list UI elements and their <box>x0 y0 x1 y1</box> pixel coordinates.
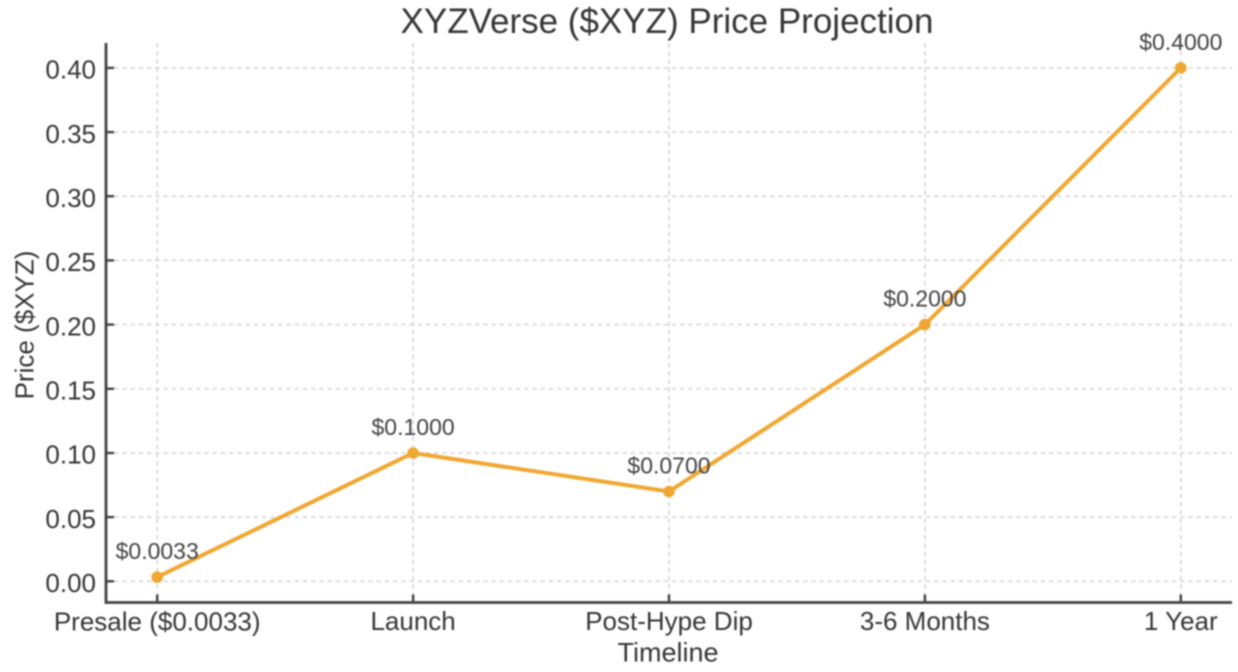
svg-text:0.20: 0.20 <box>45 311 96 341</box>
svg-text:$0.4000: $0.4000 <box>1139 29 1222 55</box>
svg-text:Launch: Launch <box>370 606 455 636</box>
svg-text:$0.1000: $0.1000 <box>372 414 455 440</box>
svg-text:1 Year: 1 Year <box>1144 606 1218 636</box>
svg-text:Price ($XYZ): Price ($XYZ) <box>10 251 40 400</box>
svg-text:0.40: 0.40 <box>45 55 96 85</box>
svg-text:Timeline: Timeline <box>617 638 718 668</box>
svg-text:0.05: 0.05 <box>45 504 96 534</box>
svg-text:0.25: 0.25 <box>45 247 96 277</box>
svg-text:0.00: 0.00 <box>45 568 96 598</box>
svg-text:$0.0033: $0.0033 <box>116 538 199 564</box>
svg-text:$0.2000: $0.2000 <box>883 286 966 312</box>
svg-text:Post-Hype Dip: Post-Hype Dip <box>585 606 753 636</box>
svg-text:3-6 Months: 3-6 Months <box>860 606 990 636</box>
svg-text:Presale ($0.0033): Presale ($0.0033) <box>54 607 261 637</box>
svg-text:$0.0700: $0.0700 <box>627 453 710 479</box>
svg-text:0.30: 0.30 <box>45 183 96 213</box>
svg-text:0.10: 0.10 <box>45 440 96 470</box>
svg-text:0.35: 0.35 <box>45 119 96 149</box>
svg-text:0.15: 0.15 <box>45 376 96 406</box>
svg-text:XYZVerse ($XYZ) Price Projecti: XYZVerse ($XYZ) Price Projection <box>401 2 934 41</box>
